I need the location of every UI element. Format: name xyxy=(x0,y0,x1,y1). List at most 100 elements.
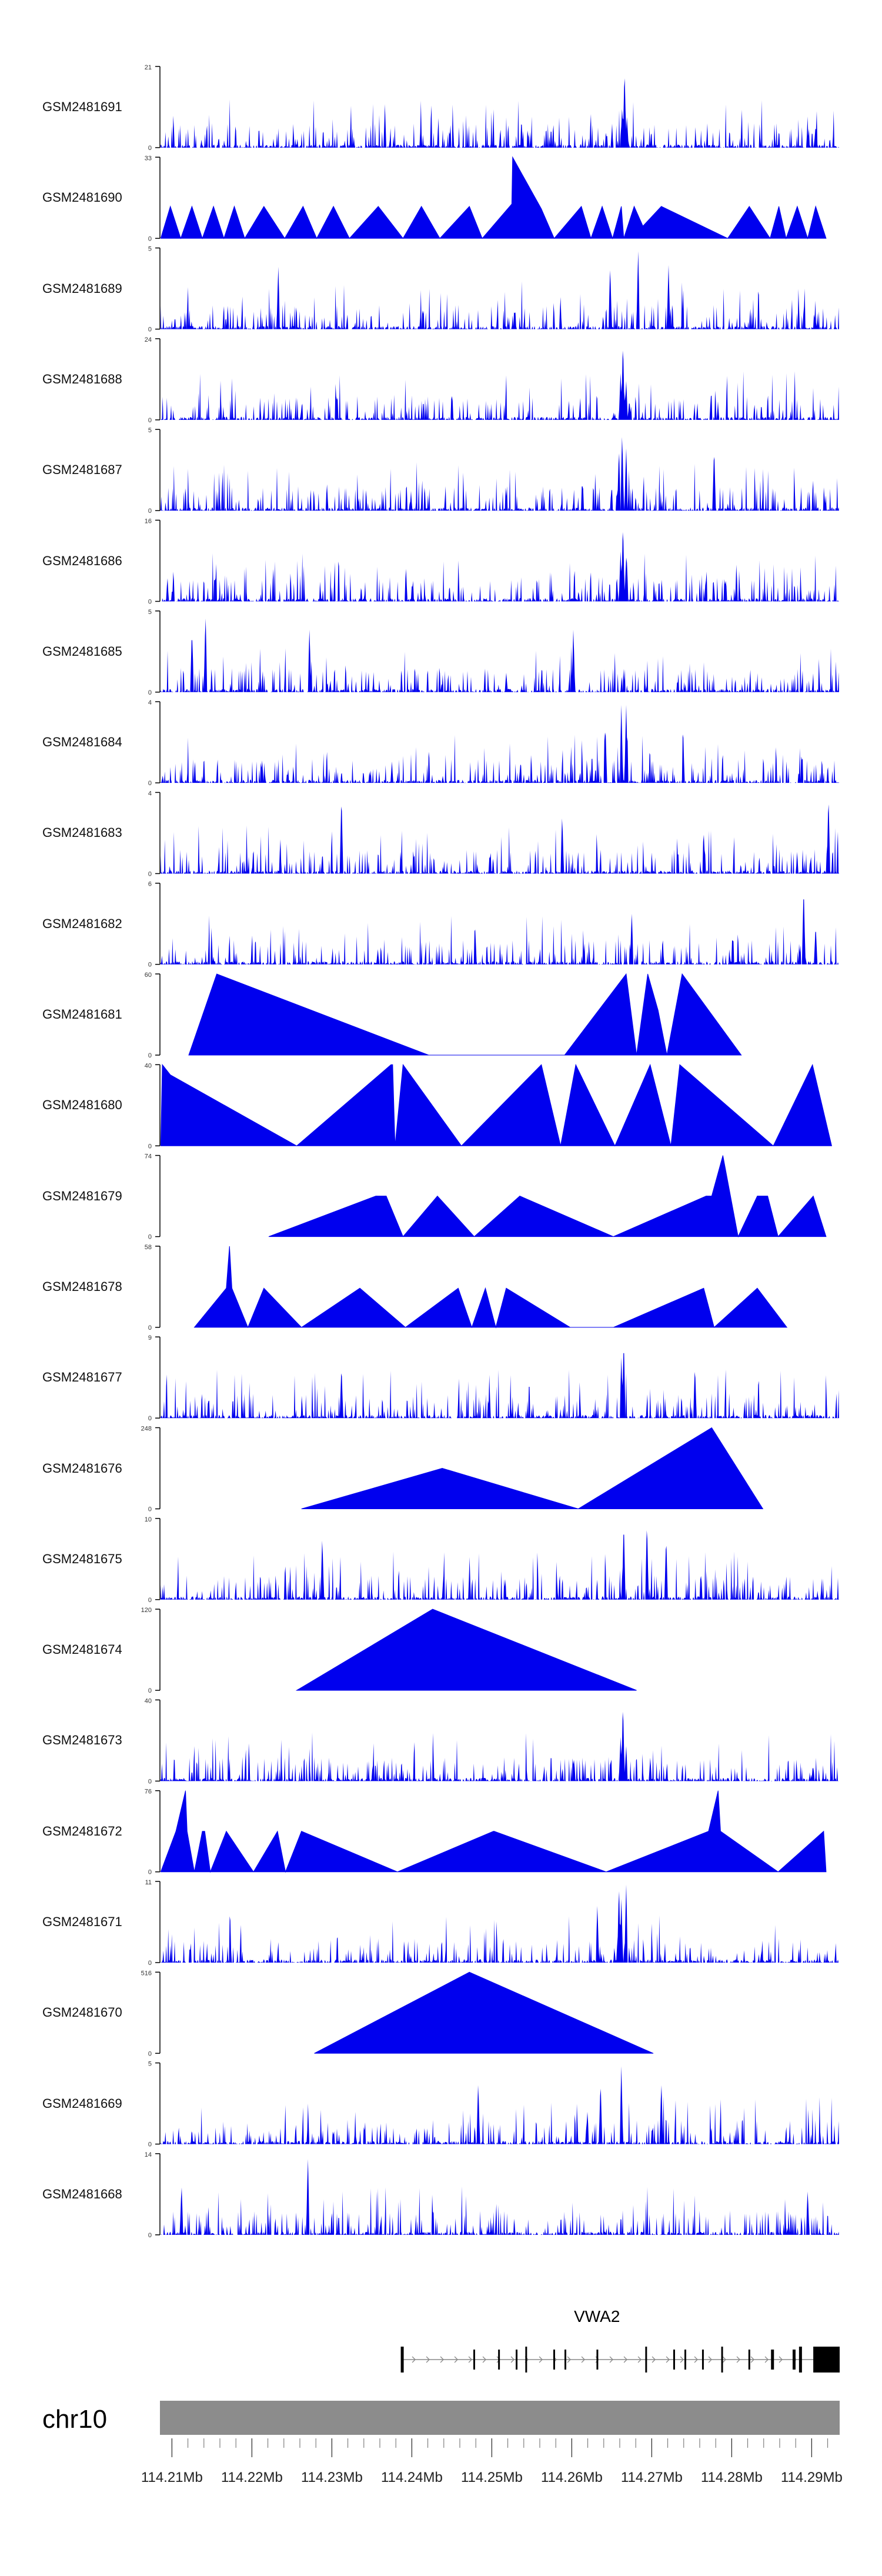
tick-label: 114.27Mb xyxy=(621,2470,683,2485)
y-tick-label-zero: 0 xyxy=(148,508,152,515)
signal-area xyxy=(160,156,827,240)
track-gsm2481689: 50 xyxy=(148,246,839,333)
gene-track: VWA2 xyxy=(400,2307,840,2373)
exon xyxy=(701,2350,704,2370)
strand-arrow xyxy=(482,2356,486,2363)
track-gsm2481686: 16 0 xyxy=(145,518,839,606)
strand-arrow xyxy=(412,2356,416,2363)
signal-area xyxy=(193,1246,788,1329)
exon-terminal-block xyxy=(813,2347,840,2373)
y-tick-label-max: 516 xyxy=(141,1970,152,1977)
track-gsm2481669: 50 xyxy=(148,2061,839,2148)
y-tick-label-max: 6 xyxy=(148,881,152,888)
strand-arrow xyxy=(666,2356,670,2363)
signal-area xyxy=(161,2066,839,2144)
y-tick-label-max: 24 xyxy=(145,336,152,343)
strand-arrow xyxy=(581,2356,585,2363)
strand-arrow xyxy=(652,2356,656,2363)
tick-label: 114.28Mb xyxy=(701,2470,763,2485)
y-tick-label-zero: 0 xyxy=(148,780,152,787)
signal-area xyxy=(161,899,839,965)
track-gsm2481687: 50 xyxy=(148,427,839,515)
y-tick-label-max: 40 xyxy=(145,1697,152,1704)
y-tick-label-zero: 0 xyxy=(148,1960,152,1967)
tick-label: 114.29Mb xyxy=(781,2470,843,2485)
track-gsm2481676: 248 0 xyxy=(141,1426,764,1513)
signal-area xyxy=(161,78,839,148)
y-tick-label-zero: 0 xyxy=(148,417,152,424)
track-gsm2481690: 33 0 xyxy=(145,155,827,242)
strand-arrow xyxy=(779,2356,783,2363)
exon xyxy=(771,2350,774,2370)
exon xyxy=(596,2350,599,2370)
track-gsm2481682: 60 xyxy=(148,881,839,969)
strand-arrow xyxy=(426,2356,430,2363)
track-gsm2481679: 74 0 xyxy=(145,1153,827,1241)
y-tick-label-zero: 0 xyxy=(148,2232,152,2239)
strand-arrow xyxy=(680,2356,684,2363)
y-tick-label-zero: 0 xyxy=(148,235,152,242)
signal-area xyxy=(161,2159,839,2235)
y-tick-label-max: 16 xyxy=(145,518,152,525)
y-tick-label-zero: 0 xyxy=(148,1324,152,1332)
signal-area xyxy=(161,437,839,511)
y-tick-label-zero: 0 xyxy=(148,870,152,877)
strand-arrow xyxy=(722,2356,726,2363)
strand-arrow xyxy=(736,2356,740,2363)
track-gsm2481677: 90 xyxy=(148,1334,839,1422)
exon xyxy=(721,2347,723,2373)
exon xyxy=(748,2350,750,2370)
genome-axis: chr10 114.21Mb 114.22Mb 114.23Mb 114.24Mb 114… xyxy=(42,2401,843,2485)
tick-label: 114.25Mb xyxy=(461,2470,523,2485)
strand-arrow xyxy=(764,2356,769,2363)
track-gsm2481685: 50 xyxy=(148,609,839,696)
exon xyxy=(799,2347,802,2373)
y-tick-label-zero: 0 xyxy=(148,1143,152,1150)
y-tick-label-zero: 0 xyxy=(148,2141,152,2148)
y-tick-label-max: 120 xyxy=(141,1607,152,1614)
strand-arrow xyxy=(440,2356,444,2363)
track-gsm2481680: 40 0 xyxy=(145,1062,833,1150)
track-gsm2481691: 21 0 xyxy=(145,64,839,152)
y-tick-label-max: 58 xyxy=(145,1244,152,1251)
y-tick-label-max: 248 xyxy=(141,1426,152,1433)
y-tick-label-zero: 0 xyxy=(148,1415,152,1422)
track-gsm2481668: 14 0 xyxy=(145,2151,839,2239)
y-tick-label-max: 5 xyxy=(148,427,152,434)
strand-arrow xyxy=(468,2356,472,2363)
y-tick-label-max: 40 xyxy=(145,1062,152,1069)
y-tick-label-max: 11 xyxy=(145,1879,152,1886)
y-tick-label-max: 5 xyxy=(148,246,152,253)
signal-area xyxy=(301,1427,764,1510)
signal-area xyxy=(314,1971,654,2054)
strand-arrow xyxy=(510,2356,514,2363)
signal-area xyxy=(268,1155,827,1238)
y-tick-label-zero: 0 xyxy=(148,1234,152,1241)
y-tick-label-zero: 0 xyxy=(148,1778,152,1785)
y-tick-label-max: 60 xyxy=(145,972,152,979)
strand-arrow xyxy=(567,2356,571,2363)
track-gsm2481672: 76 0 xyxy=(145,1788,827,1876)
track-gsm2481684: 40 xyxy=(148,699,839,787)
exon xyxy=(673,2350,675,2370)
track-gsm2481681: 60 0 xyxy=(145,972,742,1059)
strand-arrow xyxy=(694,2356,698,2363)
tick-label: 114.21Mb xyxy=(141,2470,203,2485)
track-gsm2481673: 40 0 xyxy=(145,1697,839,1785)
y-tick-label-max: 5 xyxy=(148,609,152,616)
signal-area xyxy=(161,618,839,692)
signal-area xyxy=(161,1530,839,1600)
y-tick-label-max: 74 xyxy=(145,1153,152,1160)
y-tick-label-zero: 0 xyxy=(148,2050,152,2057)
signal-area xyxy=(161,351,839,420)
y-tick-label-max: 76 xyxy=(145,1788,152,1796)
y-tick-label-zero: 0 xyxy=(148,599,152,606)
strand-arrow xyxy=(637,2356,642,2363)
exon xyxy=(400,2347,404,2373)
strand-arrow xyxy=(623,2356,627,2363)
y-tick-label-max: 10 xyxy=(145,1516,152,1523)
tick-label: 114.23Mb xyxy=(301,2470,363,2485)
chromosome-bar xyxy=(160,2401,840,2435)
y-tick-label-max: 21 xyxy=(145,64,152,71)
track-gsm2481674: 120 0 xyxy=(141,1607,637,1694)
